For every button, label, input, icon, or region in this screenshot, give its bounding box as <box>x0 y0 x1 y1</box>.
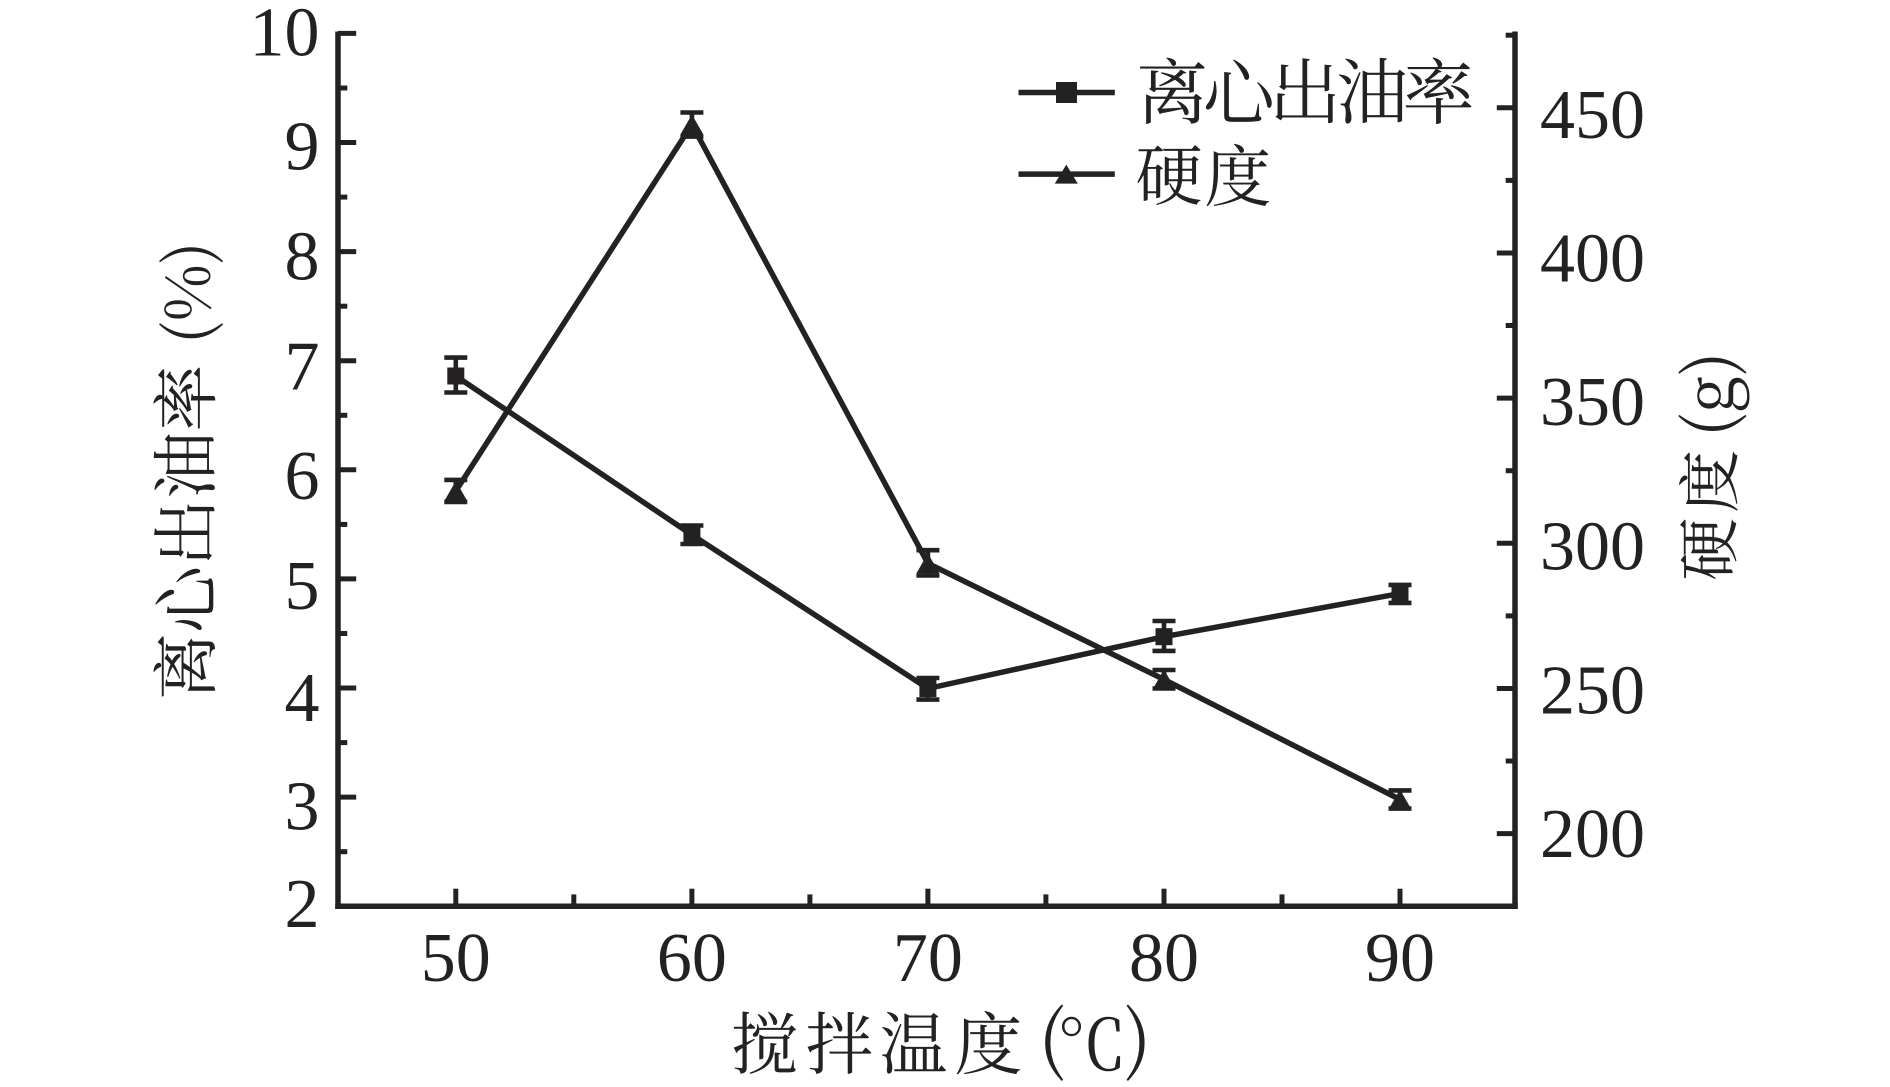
svg-text:400: 400 <box>1540 220 1645 297</box>
svg-text:10: 10 <box>250 0 320 71</box>
svg-text:90: 90 <box>1365 920 1435 997</box>
svg-text:60: 60 <box>657 920 727 997</box>
svg-text:200: 200 <box>1540 796 1645 873</box>
svg-text:450: 450 <box>1540 77 1645 154</box>
svg-text:50: 50 <box>421 920 491 997</box>
svg-text:3: 3 <box>285 768 320 845</box>
svg-text:2: 2 <box>285 866 320 943</box>
svg-text:80: 80 <box>1129 920 1199 997</box>
svg-text:70: 70 <box>893 920 963 997</box>
svg-text:350: 350 <box>1540 364 1645 441</box>
svg-text:5: 5 <box>285 548 320 625</box>
svg-text:4: 4 <box>285 660 320 737</box>
svg-text:250: 250 <box>1540 653 1645 730</box>
svg-text:6: 6 <box>285 438 320 515</box>
svg-text:300: 300 <box>1540 508 1645 585</box>
svg-text:7: 7 <box>285 329 320 406</box>
svg-text:9: 9 <box>285 109 320 186</box>
svg-text:8: 8 <box>285 219 320 296</box>
